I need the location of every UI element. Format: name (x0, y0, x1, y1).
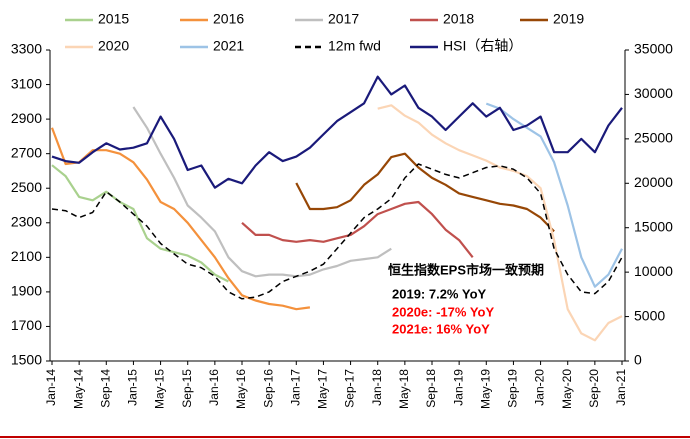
x-tick-label: May-16 (234, 369, 248, 409)
x-tick-label: Sep-15 (180, 369, 194, 408)
series-line (132, 106, 392, 278)
x-tick-label: Jan-19 (451, 369, 465, 406)
series-line (377, 104, 623, 342)
x-tick-label: Sep-19 (506, 369, 520, 408)
series-line (51, 164, 229, 283)
legend-label: 2021 (213, 38, 244, 54)
x-tick-label: Jan-15 (126, 369, 140, 406)
legend-label: 2016 (213, 11, 244, 27)
y-tick-label: 1900 (11, 283, 42, 299)
y2-tick-label: 35000 (634, 41, 673, 57)
x-tick-label: Jan-21 (614, 369, 628, 406)
annotation: 2020e: -17% YoY (392, 304, 494, 319)
y2-tick-label: 20000 (634, 174, 673, 190)
y-tick-label: 2100 (11, 248, 42, 264)
x-tick-label: Jan-18 (370, 369, 384, 406)
y-tick-label: 2300 (11, 213, 42, 229)
legend-label: 2020 (98, 38, 129, 54)
legend-label: 12m fwd (328, 38, 381, 54)
legend-label: 2017 (328, 11, 359, 27)
y2-tick-label: 0 (634, 352, 642, 368)
annotation: 恒生指数EPS市场一致预期 (388, 262, 544, 277)
y2-tick-label: 15000 (634, 218, 673, 234)
series-line (485, 102, 623, 288)
series-line (295, 152, 555, 233)
x-tick-label: May-15 (153, 369, 167, 409)
legend-label: 2018 (443, 11, 474, 27)
legend-label: 2015 (98, 11, 129, 27)
y-tick-label: 2700 (11, 144, 42, 160)
series-line (241, 200, 474, 258)
x-tick-label: Sep-14 (98, 369, 112, 408)
series-line (51, 163, 623, 300)
series-line (51, 75, 623, 189)
x-tick-label: May-17 (316, 369, 330, 409)
y-tick-label: 3100 (11, 75, 42, 91)
x-tick-label: Sep-20 (587, 369, 601, 408)
x-tick-label: Sep-17 (343, 369, 357, 408)
x-tick-label: Jan-14 (44, 369, 58, 406)
y2-tick-label: 10000 (634, 263, 673, 279)
x-tick-label: Jan-17 (288, 369, 302, 406)
x-tick-label: Jan-16 (207, 369, 221, 406)
x-tick-label: Sep-16 (261, 369, 275, 408)
y-tick-label: 3300 (11, 41, 42, 57)
y2-tick-label: 25000 (634, 130, 673, 146)
y2-tick-label: 5000 (634, 307, 665, 323)
x-tick-label: May-19 (478, 369, 492, 409)
annotation: 2019: 7.2% YoY (392, 286, 487, 301)
y-tick-label: 1700 (11, 317, 42, 333)
x-tick-label: May-14 (71, 369, 85, 409)
annotation: 2021e: 16% YoY (392, 321, 490, 336)
y-tick-label: 2500 (11, 179, 42, 195)
legend-label: 2019 (553, 11, 584, 27)
legend-label: HSI（右轴） (443, 38, 522, 54)
x-tick-label: May-18 (397, 369, 411, 409)
y-tick-label: 2900 (11, 110, 42, 126)
x-tick-label: Sep-18 (424, 369, 438, 408)
x-tick-label: May-20 (560, 369, 574, 409)
y2-tick-label: 30000 (634, 85, 673, 101)
y-tick-label: 1500 (11, 352, 42, 368)
x-tick-label: Jan-20 (533, 369, 547, 406)
